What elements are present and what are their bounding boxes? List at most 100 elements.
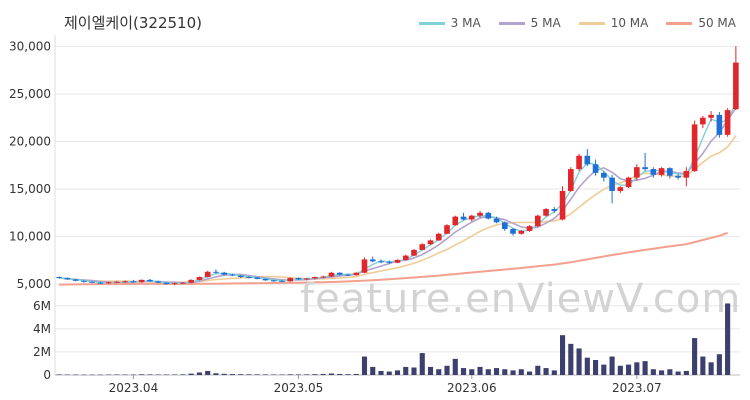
volume-tick-label: 4M bbox=[33, 322, 51, 336]
volume-bar bbox=[708, 362, 714, 375]
volume-bar bbox=[337, 373, 343, 375]
legend-swatch-ma50 bbox=[666, 21, 693, 25]
candle-body bbox=[609, 177, 615, 191]
candle-body bbox=[691, 124, 698, 171]
legend-label-ma5: 5 MA bbox=[530, 16, 561, 30]
legend-item-ma10[interactable]: 10 MA bbox=[578, 16, 648, 30]
volume-bar bbox=[469, 369, 475, 375]
volume-bar bbox=[64, 374, 70, 376]
candle-body bbox=[114, 281, 120, 283]
legend-swatch-ma3 bbox=[418, 21, 445, 25]
candle-body bbox=[378, 261, 384, 263]
candle-body bbox=[270, 280, 277, 282]
volume-bar bbox=[419, 353, 425, 375]
volume-bar bbox=[560, 335, 566, 375]
volume-bar bbox=[229, 374, 235, 375]
candle-body bbox=[295, 277, 302, 280]
candle-body bbox=[262, 278, 269, 281]
ma5-line bbox=[59, 107, 737, 284]
volume-bar bbox=[436, 369, 442, 375]
candle-body bbox=[163, 282, 170, 285]
candle-body bbox=[501, 222, 508, 229]
candle-body bbox=[147, 279, 153, 282]
volume-bar bbox=[56, 374, 62, 375]
volume-tick-label: 2M bbox=[33, 345, 51, 359]
candle-body bbox=[733, 62, 739, 110]
price-tick-label: 30,000 bbox=[9, 39, 51, 53]
watermark: feature.enViewV.com bbox=[300, 276, 742, 322]
candle-body bbox=[155, 281, 161, 283]
candle-body bbox=[188, 279, 194, 283]
candle-body bbox=[196, 277, 203, 280]
legend-item-ma5[interactable]: 5 MA bbox=[498, 16, 561, 30]
volume-bar bbox=[353, 373, 359, 375]
candle-body bbox=[419, 244, 426, 250]
volume-bar bbox=[180, 374, 186, 375]
volume-bar bbox=[609, 356, 615, 375]
ma50-line bbox=[59, 231, 728, 286]
candle-body bbox=[485, 212, 492, 219]
volume-bar bbox=[659, 370, 665, 375]
candle-body bbox=[122, 281, 128, 283]
candle-body bbox=[89, 281, 95, 283]
volume-bar bbox=[370, 366, 376, 375]
candle-body bbox=[345, 274, 351, 276]
candle-body bbox=[477, 212, 483, 216]
volume-bar bbox=[139, 374, 145, 375]
volume-bar bbox=[147, 374, 153, 375]
candle-body bbox=[138, 279, 145, 283]
volume-bar bbox=[279, 374, 285, 375]
volume-bar bbox=[403, 366, 409, 375]
volume-bar bbox=[73, 374, 79, 376]
volume-bar bbox=[667, 369, 673, 375]
candle-body bbox=[568, 169, 574, 191]
volume-bar bbox=[106, 374, 112, 376]
candle-body bbox=[468, 215, 475, 220]
candle-body bbox=[625, 177, 632, 188]
candle-body bbox=[435, 233, 442, 241]
volume-bar bbox=[312, 374, 318, 375]
candle-body bbox=[254, 277, 261, 279]
volume-bar bbox=[221, 373, 227, 375]
volume-bar bbox=[394, 370, 401, 375]
price-tick-label: 15,000 bbox=[9, 182, 51, 196]
volume-bar bbox=[526, 371, 533, 375]
volume-bar bbox=[593, 360, 599, 375]
candle-body bbox=[559, 190, 566, 220]
candle-body bbox=[716, 114, 723, 135]
legend-label-ma3: 3 MA bbox=[450, 16, 481, 30]
chart-title: 제이엘케이(322510) bbox=[64, 14, 202, 32]
price-axis: 5,000 10,000 15,000 20,000 25,000 30,000 bbox=[9, 39, 51, 291]
candle-body bbox=[328, 272, 335, 277]
candle-body bbox=[72, 279, 79, 281]
legend-item-ma50[interactable]: 50 MA bbox=[666, 16, 736, 30]
x-tick-label: 2023.04 bbox=[109, 381, 159, 395]
candle-body bbox=[634, 167, 640, 178]
volume-tick-label: 0 bbox=[43, 368, 51, 382]
candle-body bbox=[700, 117, 706, 125]
volume-bar bbox=[130, 374, 136, 376]
volume-bar bbox=[584, 357, 590, 375]
volume-tick-label: 6M bbox=[33, 299, 51, 313]
legend-item-ma3[interactable]: 3 MA bbox=[418, 16, 481, 30]
candle-body bbox=[320, 276, 327, 278]
candle-body bbox=[394, 259, 401, 263]
candle-body bbox=[444, 225, 450, 234]
candle-body bbox=[460, 216, 467, 220]
candle-body bbox=[510, 228, 516, 234]
candle-body bbox=[650, 169, 657, 175]
candle-body bbox=[369, 259, 376, 262]
grid bbox=[54, 35, 740, 376]
volume-bar bbox=[295, 374, 302, 375]
volume-bar bbox=[246, 374, 252, 375]
candle-body bbox=[56, 277, 62, 279]
volume-bar bbox=[692, 338, 698, 375]
volume-bar bbox=[287, 374, 293, 375]
volume-bar bbox=[683, 370, 689, 375]
volume-bar bbox=[518, 369, 524, 375]
x-tick-label: 2023.06 bbox=[447, 381, 497, 395]
legend-label-ma50: 50 MA bbox=[698, 16, 736, 30]
legend-swatch-ma10 bbox=[578, 21, 605, 25]
candle-body bbox=[336, 272, 343, 275]
